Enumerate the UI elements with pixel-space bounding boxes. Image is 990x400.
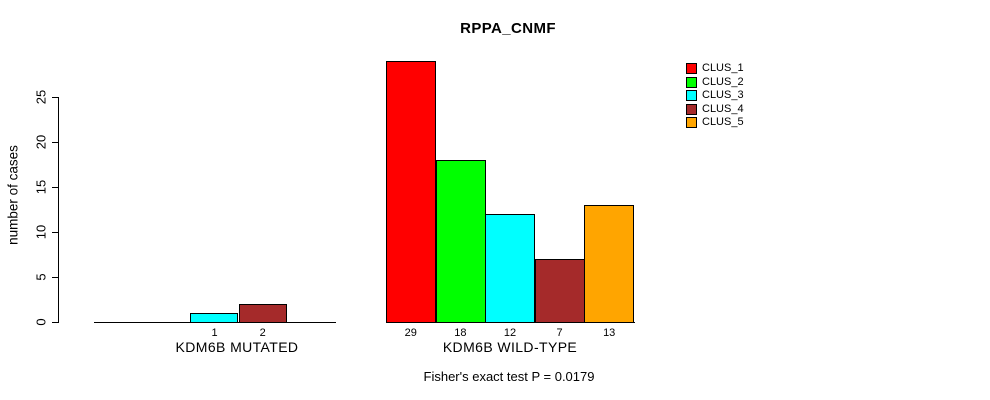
legend-swatch <box>686 117 697 128</box>
legend-swatch <box>686 90 697 101</box>
bar-clus_3 <box>485 214 535 323</box>
bar-value-label: 7 <box>556 327 563 339</box>
legend-swatch <box>686 63 697 74</box>
bar-value-label: 29 <box>404 327 417 339</box>
y-tick-label: 0 <box>33 318 49 326</box>
bar-value-label: 12 <box>503 327 517 339</box>
bar-clus_2 <box>436 160 486 323</box>
bar-value-label: 2 <box>259 327 266 339</box>
y-tick <box>52 232 58 233</box>
bar-value-label: 1 <box>211 327 218 339</box>
y-axis-line <box>58 97 59 323</box>
bar-clus_4 <box>239 304 287 323</box>
y-tick <box>52 187 58 188</box>
y-axis-label: number of cases <box>5 145 21 245</box>
y-tick <box>52 322 58 323</box>
group-label-wild-type: KDM6B WILD-TYPE <box>442 339 578 355</box>
bar-clus_3 <box>190 313 238 323</box>
legend-swatch <box>686 104 697 115</box>
y-tick <box>52 97 58 98</box>
y-tick <box>52 142 58 143</box>
legend-label: CLUS_5 <box>702 116 744 128</box>
legend-label: CLUS_2 <box>702 76 744 88</box>
y-tick-label: 25 <box>33 89 49 105</box>
group-label-mutated: KDM6B MUTATED <box>175 339 299 355</box>
bar-clus_5 <box>584 205 634 323</box>
caption: Fisher's exact test P = 0.0179 <box>423 369 595 384</box>
y-tick-label: 20 <box>33 134 49 150</box>
y-tick <box>52 277 58 278</box>
bar-clus_1 <box>386 61 436 323</box>
y-tick-label: 10 <box>33 224 49 240</box>
chart-title: RPPA_CNMF <box>460 20 556 37</box>
legend-label: CLUS_1 <box>702 62 744 74</box>
y-tick-label: 5 <box>33 273 49 281</box>
bar-value-label: 13 <box>603 327 616 339</box>
legend-label: CLUS_3 <box>702 89 744 101</box>
legend-label: CLUS_4 <box>702 103 744 115</box>
bar-value-label: 18 <box>454 327 467 339</box>
bar-clus_4 <box>535 259 585 323</box>
y-tick-label: 15 <box>33 179 49 195</box>
legend-swatch <box>686 77 697 88</box>
